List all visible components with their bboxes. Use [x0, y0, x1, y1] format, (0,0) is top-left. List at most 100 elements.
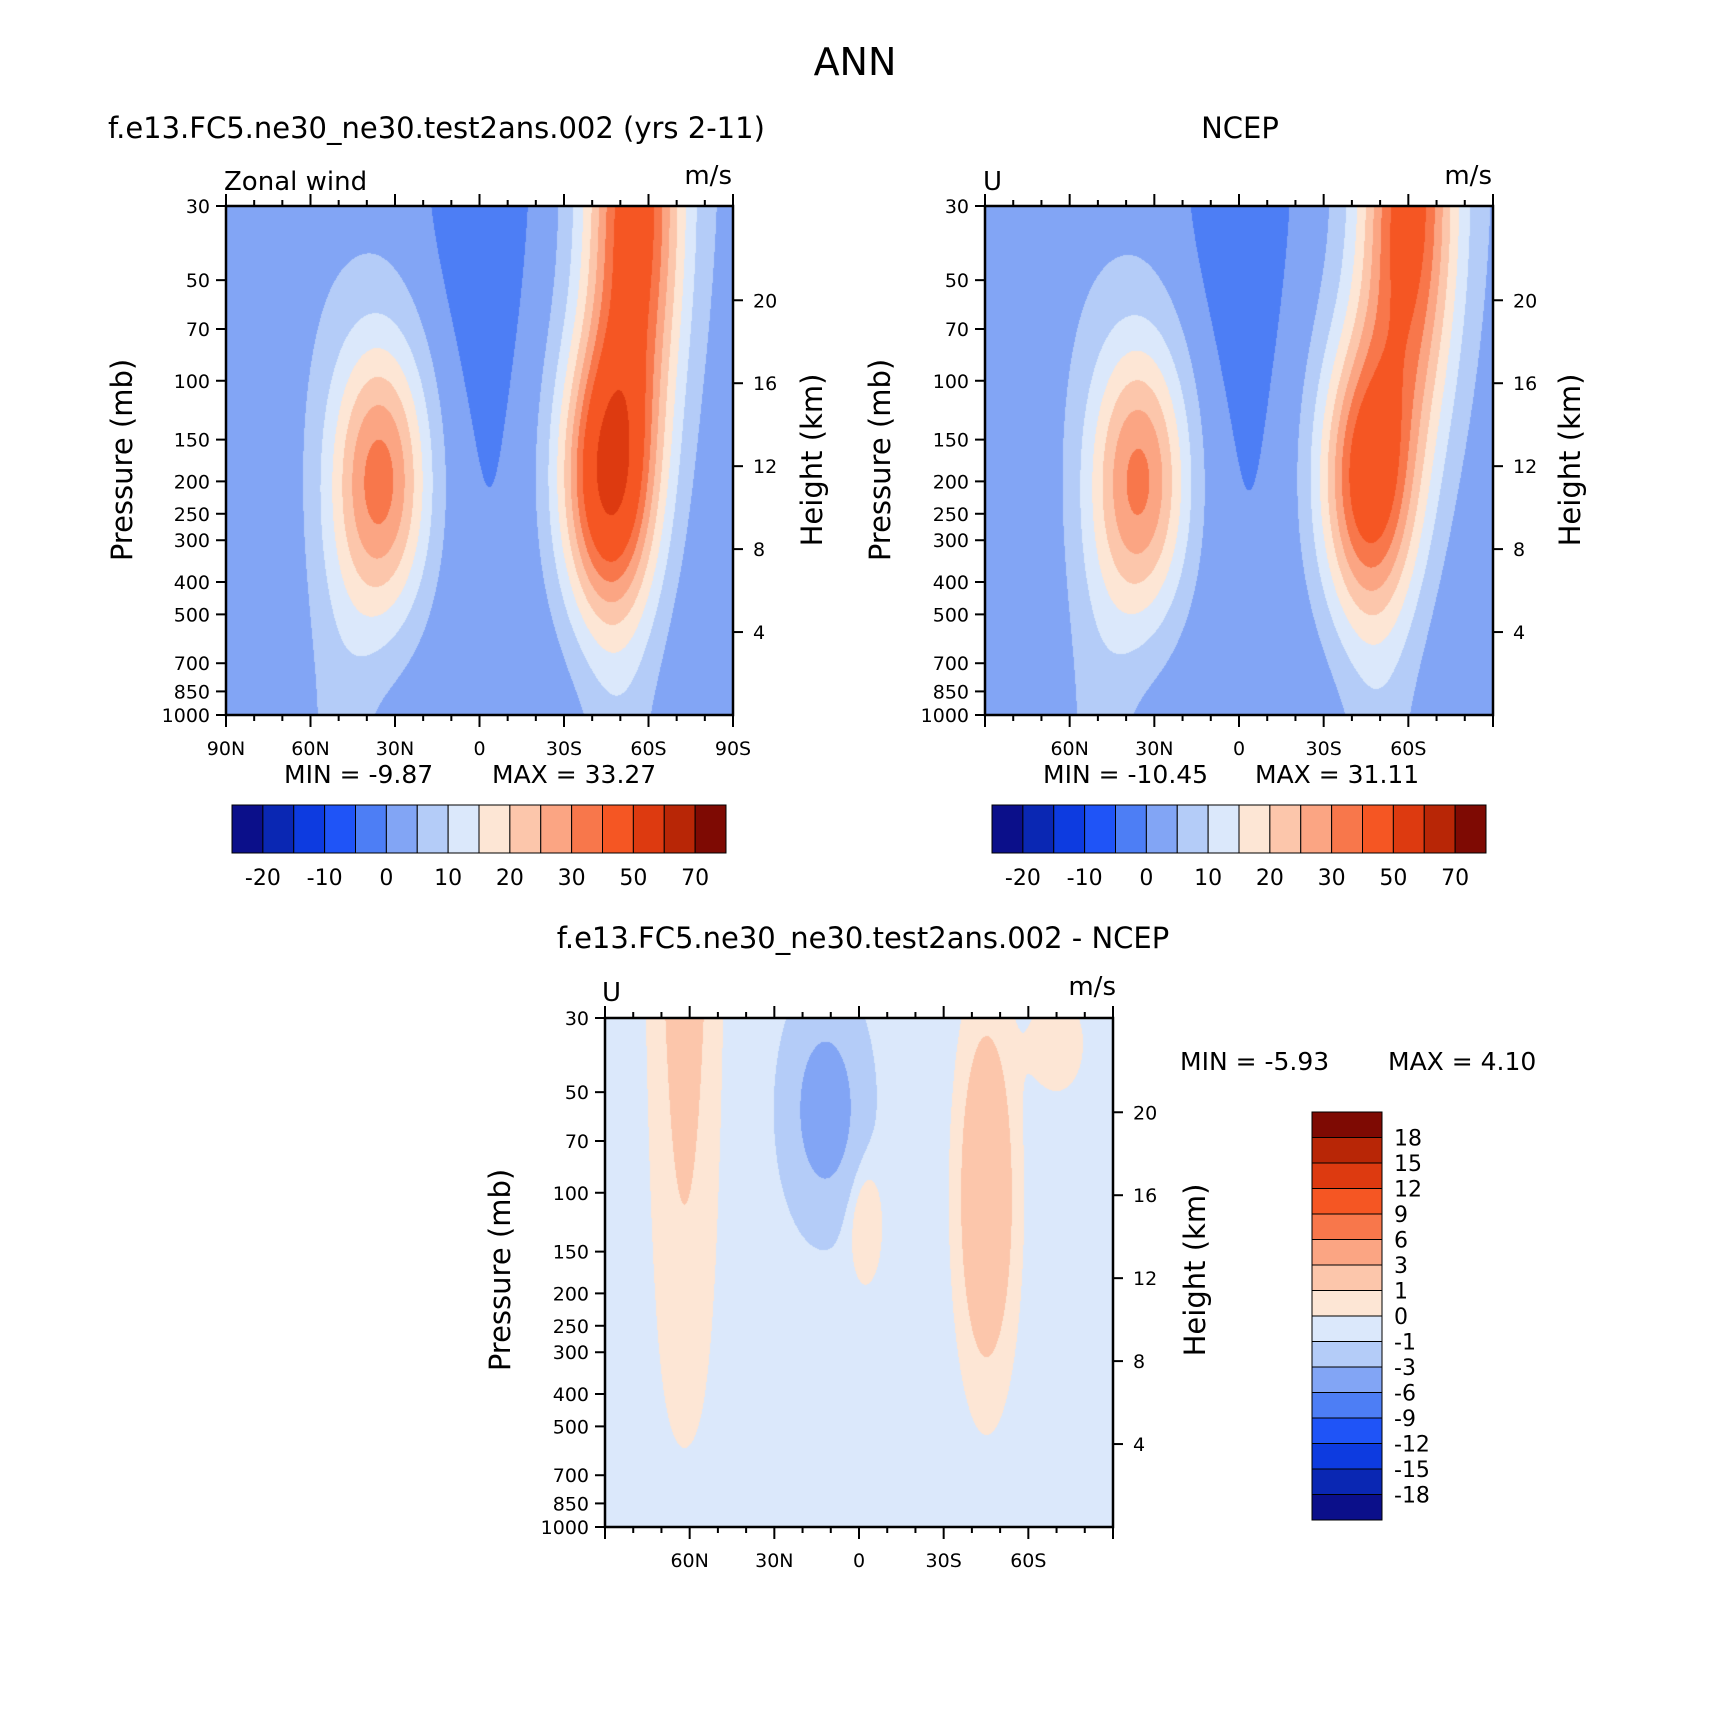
colorbar-label: 20: [1256, 866, 1284, 891]
y-tick-label: 850: [553, 1493, 589, 1515]
y-tick-label: 200: [933, 471, 969, 493]
y-tick-label: 100: [174, 371, 210, 393]
y-tick-label: 50: [565, 1082, 589, 1104]
x-tick-label: 0: [853, 1550, 865, 1572]
colorbar-label: 70: [1441, 866, 1469, 891]
panel-model-colorbar: -20 -10 0 10 20 30 50 70: [231, 804, 727, 891]
x-tick-label: 60S: [630, 738, 666, 760]
height-tick-label: 16: [1513, 373, 1537, 395]
panel-difference-title: f.e13.FC5.ne30_ne30.test2ans.002 - NCEP: [557, 921, 1169, 955]
colorbar-label: 70: [681, 866, 709, 891]
colorbar-box: [355, 804, 387, 854]
y-tick-label: 850: [933, 681, 969, 703]
panel-ncep-left-label: U: [983, 167, 1002, 197]
panel-ncep-units: m/s: [1444, 161, 1492, 191]
y-tick-label: 500: [553, 1416, 589, 1438]
y-tick-label: 850: [174, 681, 210, 703]
colorbar-box: [1176, 804, 1209, 854]
colorbar-box: [416, 804, 449, 854]
colorbar-box: [1311, 1290, 1383, 1317]
panel-difference-min: MIN = -5.93: [1180, 1047, 1329, 1076]
panel-model-ylabel: Pressure (mb): [105, 359, 139, 561]
height-tick-label: 20: [1133, 1102, 1157, 1124]
colorbar-box: [1311, 1392, 1383, 1419]
x-tick-label: 60S: [1010, 1550, 1046, 1572]
x-tick-label: 60N: [1050, 738, 1088, 760]
y-tick-label: 100: [553, 1183, 589, 1205]
colorbar-box: [1115, 804, 1147, 854]
panel-difference-units: m/s: [1068, 972, 1116, 1002]
colorbar-label: 6: [1394, 1229, 1408, 1254]
colorbar-label: -6: [1394, 1382, 1416, 1407]
panel-difference-ylabel-right: Height (km): [1178, 1184, 1212, 1357]
panel-ncep-title: NCEP: [1201, 111, 1279, 145]
colorbar-box: [478, 804, 511, 854]
colorbar-label: -10: [307, 866, 343, 891]
colorbar-box: [1300, 804, 1333, 854]
colorbar-box: [1311, 1341, 1383, 1368]
page-title: ANN: [814, 40, 897, 84]
panel-ncep-ylabel: Pressure (mb): [863, 359, 897, 561]
colorbar-label: -3: [1394, 1356, 1416, 1381]
x-tick-label: 30N: [755, 1550, 793, 1572]
y-tick-label: 30: [945, 196, 969, 218]
colorbar-label: 1: [1394, 1280, 1408, 1305]
x-tick-label: 90S: [715, 738, 751, 760]
colorbar-box: [1311, 1111, 1383, 1138]
colorbar-label: -20: [1005, 866, 1041, 891]
y-tick-label: 700: [553, 1465, 589, 1487]
colorbar-label: 50: [1379, 866, 1407, 891]
colorbar-box: [1362, 804, 1394, 854]
colorbar-box: [262, 804, 295, 854]
panel-ncep-min: MIN = -10.45: [1043, 760, 1208, 789]
panel-difference: f.e13.FC5.ne30_ne30.test2ans.002 - NCEP …: [483, 921, 1536, 1572]
colorbar-box: [663, 804, 696, 854]
colorbar-label: 12: [1394, 1178, 1422, 1203]
colorbar-box: [293, 804, 326, 854]
colorbar-label: -10: [1067, 866, 1103, 891]
height-tick-label: 8: [1513, 539, 1525, 561]
colorbar-label: 3: [1394, 1254, 1408, 1279]
x-tick-label: 30S: [1306, 738, 1342, 760]
y-tick-label: 500: [174, 604, 210, 626]
y-tick-label: 300: [174, 530, 210, 552]
y-tick-label: 1000: [921, 705, 969, 727]
height-tick-label: 16: [1133, 1185, 1157, 1207]
height-tick-label: 12: [1133, 1268, 1157, 1290]
colorbar-box: [1145, 804, 1178, 854]
colorbar-box: [540, 804, 573, 854]
x-tick-label: 90N: [207, 738, 245, 760]
height-tick-label: 16: [753, 373, 777, 395]
colorbar-box: [991, 804, 1024, 854]
panel-ncep-colorbar: -20 -10 0 10 20 30 50 70: [991, 804, 1487, 891]
panel-model-max: MAX = 33.27: [492, 760, 656, 789]
x-tick-label: 0: [473, 738, 485, 760]
colorbar-label: 50: [619, 866, 647, 891]
height-tick-label: 12: [753, 456, 777, 478]
y-tick-label: 500: [933, 604, 969, 626]
y-tick-label: 250: [933, 504, 969, 526]
colorbar-label: 15: [1394, 1152, 1422, 1177]
panel-difference-left-label: U: [602, 978, 621, 1008]
height-tick-label: 4: [1133, 1434, 1145, 1456]
colorbar-box: [632, 804, 665, 854]
y-tick-label: 700: [933, 653, 969, 675]
height-tick-label: 8: [753, 539, 765, 561]
x-tick-label: 60N: [670, 1550, 708, 1572]
colorbar-label: -9: [1394, 1407, 1416, 1432]
colorbar-box: [1311, 1315, 1383, 1342]
x-tick-label: 0: [1233, 738, 1245, 760]
height-tick-label: 12: [1513, 456, 1537, 478]
colorbar-label: 10: [434, 866, 462, 891]
colorbar-box: [1311, 1264, 1383, 1291]
y-tick-label: 700: [174, 653, 210, 675]
panel-model-left-label: Zonal wind: [224, 167, 367, 197]
colorbar-label: 20: [496, 866, 524, 891]
x-tick-label: 30S: [926, 1550, 962, 1572]
colorbar-box: [1311, 1366, 1383, 1393]
y-tick-label: 70: [565, 1131, 589, 1153]
